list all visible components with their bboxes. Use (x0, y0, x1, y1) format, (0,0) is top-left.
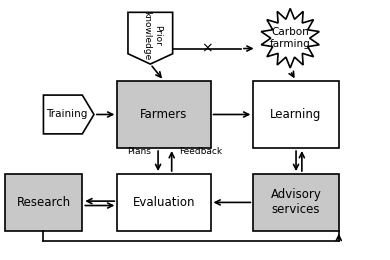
Bar (117, 174, 211, 231)
Text: Evaluation: Evaluation (133, 196, 195, 209)
Text: Farmers: Farmers (140, 108, 188, 121)
Text: ×: × (201, 42, 213, 56)
Text: Training: Training (46, 109, 87, 120)
Text: Research: Research (16, 196, 71, 209)
Bar (253, 81, 339, 148)
Text: Plans: Plans (127, 147, 151, 157)
Polygon shape (128, 12, 173, 64)
Polygon shape (261, 9, 319, 68)
Text: Feedback: Feedback (179, 147, 222, 157)
Text: Prior
knowledge: Prior knowledge (143, 11, 162, 60)
Polygon shape (43, 95, 94, 134)
Bar (117, 81, 211, 148)
Bar (5, 174, 82, 231)
Text: Learning: Learning (270, 108, 322, 121)
Bar (253, 174, 339, 231)
Text: Advisory
services: Advisory services (271, 188, 321, 216)
Text: Carbon
farming: Carbon farming (270, 27, 310, 49)
